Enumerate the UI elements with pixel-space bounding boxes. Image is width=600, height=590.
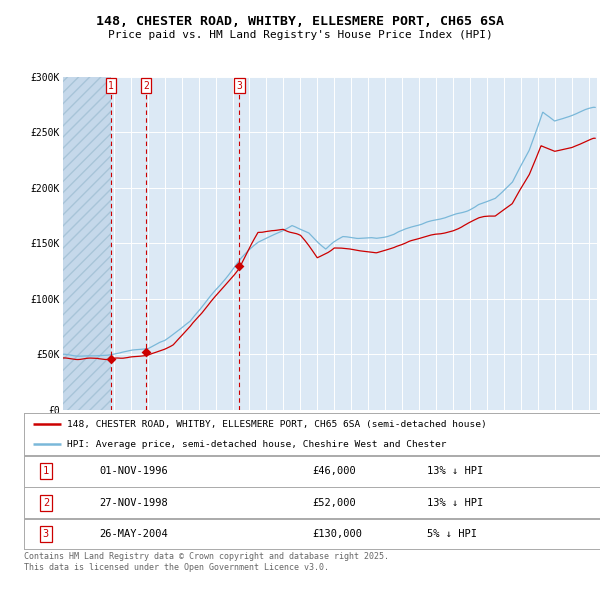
Text: £130,000: £130,000: [312, 529, 362, 539]
Text: 13% ↓ HPI: 13% ↓ HPI: [427, 467, 484, 476]
Text: 148, CHESTER ROAD, WHITBY, ELLESMERE PORT, CH65 6SA (semi-detached house): 148, CHESTER ROAD, WHITBY, ELLESMERE POR…: [67, 420, 487, 429]
Text: 26-MAY-2004: 26-MAY-2004: [99, 529, 167, 539]
Point: [235, 261, 244, 270]
Text: 27-NOV-1998: 27-NOV-1998: [99, 498, 167, 507]
Text: HPI: Average price, semi-detached house, Cheshire West and Chester: HPI: Average price, semi-detached house,…: [67, 440, 446, 448]
Text: 1: 1: [108, 81, 114, 91]
Text: 2: 2: [143, 81, 149, 91]
Text: £52,000: £52,000: [312, 498, 356, 507]
Text: 01-NOV-1996: 01-NOV-1996: [99, 467, 167, 476]
Text: 3: 3: [236, 81, 242, 91]
Point: [141, 348, 151, 357]
Text: 2: 2: [43, 498, 49, 507]
Text: 5% ↓ HPI: 5% ↓ HPI: [427, 529, 477, 539]
Point: [106, 354, 116, 363]
Text: 3: 3: [43, 529, 49, 539]
Text: 13% ↓ HPI: 13% ↓ HPI: [427, 498, 484, 507]
Text: £46,000: £46,000: [312, 467, 356, 476]
Text: Contains HM Land Registry data © Crown copyright and database right 2025.
This d: Contains HM Land Registry data © Crown c…: [24, 552, 389, 572]
Bar: [63, 77, 111, 410]
Text: 148, CHESTER ROAD, WHITBY, ELLESMERE PORT, CH65 6SA: 148, CHESTER ROAD, WHITBY, ELLESMERE POR…: [96, 15, 504, 28]
Text: Price paid vs. HM Land Registry's House Price Index (HPI): Price paid vs. HM Land Registry's House …: [107, 30, 493, 40]
Text: 1: 1: [43, 467, 49, 476]
Bar: [63, 77, 111, 410]
